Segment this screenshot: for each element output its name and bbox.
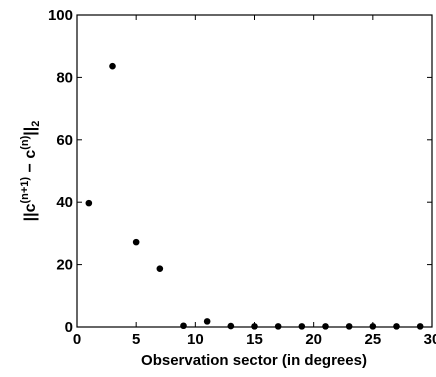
y-label-base: ||c	[22, 203, 39, 221]
data-point	[156, 265, 164, 272]
y-axis-label: ||c(n+1) − c(n)||2	[19, 121, 42, 222]
x-tick-label: 0	[73, 331, 81, 348]
y-tick-label: 100	[48, 7, 73, 24]
data-point	[251, 323, 258, 330]
data-point	[132, 238, 140, 246]
data-point	[393, 323, 400, 330]
plot-frame	[76, 14, 433, 328]
y-label-end: ||	[22, 127, 39, 136]
x-axis-label: Observation sector (in degrees)	[141, 352, 367, 369]
data-point	[203, 318, 211, 325]
data-point	[416, 323, 424, 330]
x-tick-label: 5	[132, 331, 140, 348]
x-axis-ticks: 0 5 10 15 20 25 30	[73, 15, 436, 348]
y-label-sup1: (n+1)	[19, 177, 31, 204]
x-tick-label: 15	[246, 331, 263, 348]
y-tick-label: 40	[56, 194, 73, 211]
data-point	[369, 323, 377, 330]
y-axis-ticks: 0 20 40 60 80 100	[48, 7, 432, 336]
data-point	[298, 323, 306, 330]
x-tick-label: 30	[424, 331, 436, 348]
y-tick-label: 20	[56, 257, 73, 274]
data-points	[85, 62, 424, 330]
y-label-sup2: (n)	[19, 135, 31, 149]
y-tick-label: 0	[65, 319, 73, 336]
y-tick-label: 80	[56, 69, 73, 86]
y-tick-label: 60	[56, 132, 73, 149]
data-point	[109, 62, 116, 70]
x-tick-label: 10	[187, 331, 204, 348]
x-tick-label: 20	[305, 331, 322, 348]
y-label-mid: − c	[22, 150, 39, 177]
data-point	[322, 323, 329, 330]
data-point	[345, 323, 353, 330]
y-label-sub: 2	[30, 121, 42, 127]
data-point	[274, 323, 282, 330]
data-point	[85, 199, 93, 207]
data-point	[180, 322, 187, 330]
data-point	[227, 322, 235, 330]
x-tick-label: 25	[364, 331, 381, 348]
